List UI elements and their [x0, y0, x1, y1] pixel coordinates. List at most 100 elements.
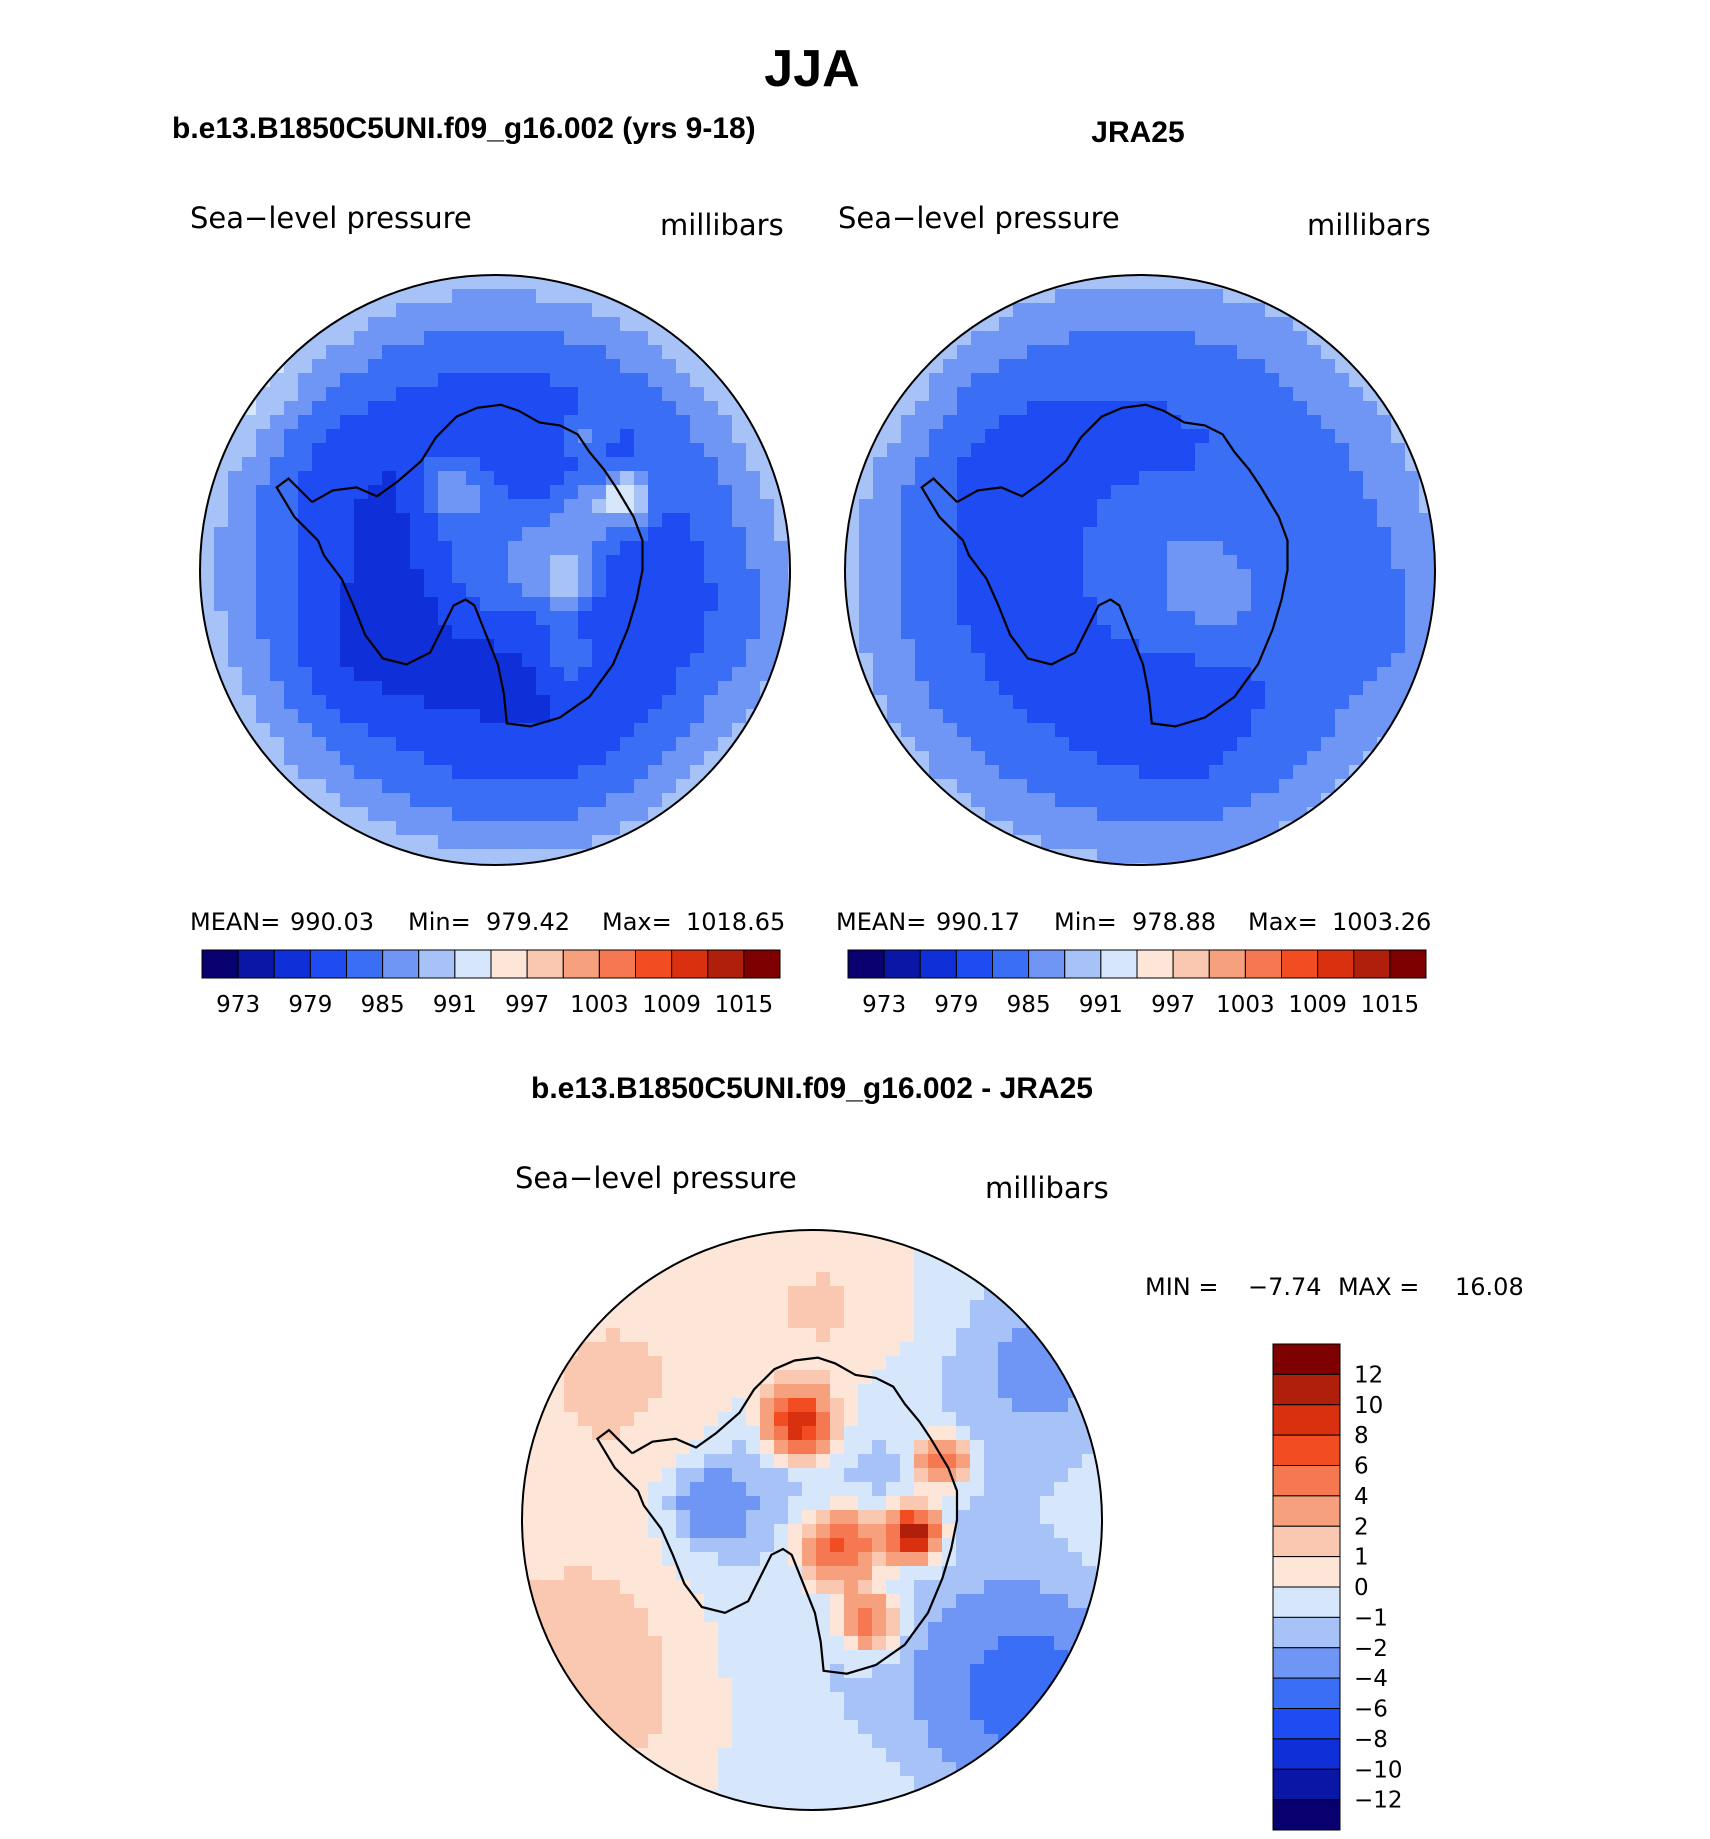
map-cell	[1097, 345, 1112, 360]
map-cell	[382, 303, 397, 318]
map-cell	[957, 401, 972, 416]
map-cell	[1139, 415, 1154, 430]
map-cell	[718, 471, 733, 486]
map-cell	[522, 821, 537, 836]
map-cell	[774, 1342, 789, 1357]
map-cell	[1013, 303, 1028, 318]
map-cell	[1097, 513, 1112, 528]
map-cell	[508, 457, 523, 472]
map-cell	[270, 541, 285, 556]
colorbar-tick-label: 1003	[570, 992, 629, 1018]
map-cell	[452, 835, 467, 850]
map-cell	[999, 471, 1014, 486]
map-cell	[957, 653, 972, 668]
map-cell	[901, 513, 916, 528]
map-cell	[1279, 373, 1294, 388]
map-cell	[1293, 513, 1308, 528]
map-cell	[886, 1328, 901, 1343]
map-cell	[550, 1524, 565, 1539]
map-cell	[844, 1636, 859, 1651]
map-cell	[971, 303, 986, 318]
map-cell	[1251, 681, 1266, 696]
map-cell	[494, 359, 509, 374]
map-cell	[1125, 611, 1140, 626]
map-cell	[1433, 597, 1435, 612]
map-cell	[816, 1776, 831, 1791]
map-cell	[662, 471, 677, 486]
map-cell	[1335, 709, 1350, 724]
map-cell	[340, 555, 355, 570]
map-cell	[438, 401, 453, 416]
map-cell	[550, 639, 565, 654]
panel-model-min-label: Min=	[408, 908, 471, 936]
map-cell	[802, 1664, 817, 1679]
map-cell	[859, 625, 874, 640]
map-cell	[844, 1566, 859, 1581]
map-cell	[971, 359, 986, 374]
map-cell	[620, 695, 635, 710]
map-cell	[228, 541, 243, 556]
map-cell	[1251, 765, 1266, 780]
map-cell	[915, 527, 930, 542]
map-cell	[844, 1272, 859, 1287]
map-cell	[1377, 597, 1392, 612]
map-cell	[690, 1426, 705, 1441]
map-cell	[1055, 793, 1070, 808]
map-cell	[340, 513, 355, 528]
map-cell	[915, 415, 930, 430]
map-cell	[1223, 807, 1238, 822]
map-cell	[1237, 737, 1252, 752]
map-cell	[943, 359, 958, 374]
map-cell	[844, 1342, 859, 1357]
map-cell	[298, 709, 313, 724]
map-cell	[1041, 835, 1056, 850]
map-cell	[522, 499, 537, 514]
map-cell	[929, 667, 944, 682]
colorbar-tick-label: 1003	[1216, 992, 1275, 1018]
map-cell	[999, 793, 1014, 808]
map-cell	[802, 1370, 817, 1385]
map-cell	[830, 1538, 845, 1553]
map-cell	[858, 1272, 873, 1287]
map-cell	[634, 485, 649, 500]
map-cell	[984, 1468, 999, 1483]
map-cell	[1083, 275, 1098, 290]
map-cell	[887, 695, 902, 710]
map-cell	[929, 653, 944, 668]
map-cell	[648, 737, 663, 752]
map-cell	[452, 513, 467, 528]
map-cell	[915, 709, 930, 724]
map-cell	[1027, 457, 1042, 472]
map-cell	[998, 1496, 1013, 1511]
map-cell	[844, 1552, 859, 1567]
map-cell	[466, 429, 481, 444]
map-cell	[1068, 1482, 1083, 1497]
map-cell	[284, 471, 299, 486]
map-cell	[676, 695, 691, 710]
map-cell	[536, 513, 551, 528]
map-cell	[1012, 1678, 1027, 1693]
map-cell	[914, 1692, 929, 1707]
map-cell	[438, 751, 453, 766]
map-cell	[1251, 527, 1266, 542]
map-cell	[1013, 359, 1028, 374]
map-cell	[1279, 653, 1294, 668]
map-cell	[382, 401, 397, 416]
map-cell	[704, 1706, 719, 1721]
map-cell	[354, 359, 369, 374]
map-cell	[620, 345, 635, 360]
map-cell	[1097, 331, 1112, 346]
map-cell	[690, 737, 705, 752]
map-cell	[1419, 555, 1434, 570]
map-cell	[1391, 471, 1406, 486]
map-cell	[746, 1398, 761, 1413]
map-cell	[522, 443, 537, 458]
map-cell	[578, 597, 593, 612]
map-cell	[956, 1664, 971, 1679]
map-cell	[228, 485, 243, 500]
map-cell	[1223, 779, 1238, 794]
map-cell	[1040, 1426, 1055, 1441]
map-cell	[606, 1370, 621, 1385]
map-cell	[1195, 387, 1210, 402]
map-cell	[536, 289, 551, 304]
